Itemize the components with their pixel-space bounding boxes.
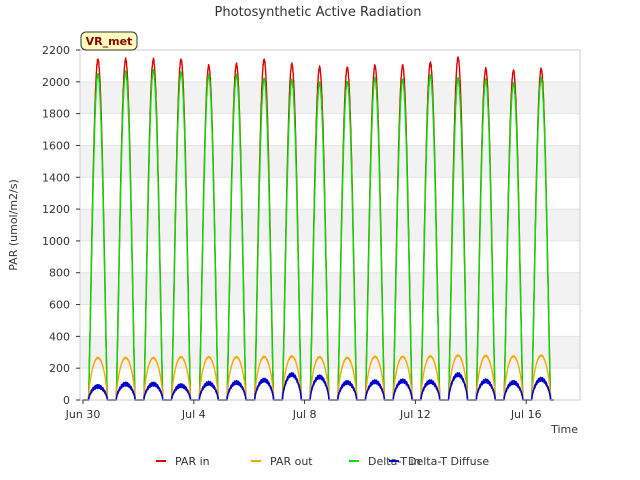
y-tick-label: 1800: [42, 108, 70, 121]
legend-label: PAR in: [175, 455, 210, 468]
station-badge-label: VR_met: [86, 35, 133, 48]
x-axis-ticks: Jun 30 Jul 4 Jul 8 Jul 12 Jul 16: [65, 400, 542, 421]
y-axis-label: PAR (umol/m2/s): [7, 179, 20, 271]
background-band: [80, 272, 580, 305]
y-tick-label: 400: [49, 330, 70, 343]
y-tick-label: 0: [63, 394, 70, 407]
y-tick-label: 800: [49, 267, 70, 280]
plot-frame: [79, 49, 581, 401]
x-tick-label: Jul 16: [510, 408, 542, 421]
y-tick-label: 200: [49, 362, 70, 375]
background-band: [80, 209, 580, 241]
y-tick-label: 600: [49, 299, 70, 312]
x-tick-label: Jul 8: [292, 408, 317, 421]
series-line-par-out: [83, 354, 554, 401]
y-tick-label: 1200: [42, 203, 70, 216]
y-tick-label: 2200: [42, 44, 70, 57]
chart-title: Photosynthetic Active Radiation: [215, 5, 422, 20]
station-badge: VR_met: [80, 31, 138, 51]
x-axis-label: Time: [550, 423, 578, 436]
y-tick-label: 1400: [42, 171, 70, 184]
y-axis-ticks: 0 200 400 600 800 1000 1200 1400 1600 1800 2000 220…: [42, 44, 80, 407]
series-line-delta-t-in: [83, 68, 554, 401]
background-band: [80, 336, 580, 369]
y-tick-label: 2000: [42, 76, 70, 89]
y-tick-label: 1600: [42, 139, 70, 152]
legend-label: PAR out: [270, 455, 313, 468]
x-tick-label: Jul 4: [181, 408, 206, 421]
x-tick-label: Jun 30: [65, 408, 101, 421]
series-line-delta-t-diffuse: [83, 371, 554, 401]
legend-label: Delta-T Diffuse: [408, 455, 489, 468]
background-band: [80, 145, 580, 178]
series-layer: [83, 56, 554, 401]
background-band: [80, 81, 580, 114]
y-tick-label: 1000: [42, 235, 70, 248]
x-tick-label: Jul 12: [399, 408, 431, 421]
plot-background-bands: [80, 81, 580, 369]
